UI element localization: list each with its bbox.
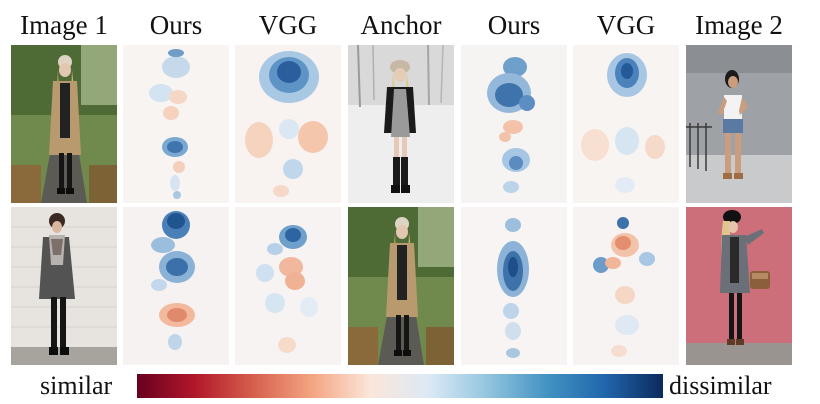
heatmap-ours-row-2 xyxy=(123,207,229,365)
image-2-row-1-photo xyxy=(686,45,792,203)
image-1-row-2-photo xyxy=(11,207,117,365)
heatmap-vgg-row-2 xyxy=(235,207,341,365)
column-title-anchor: Anchor xyxy=(360,10,442,40)
heatmap-ours-anchor-row-2 xyxy=(461,207,567,365)
colorbar xyxy=(137,374,663,398)
anchor-row-1-photo xyxy=(348,45,454,203)
column-title-vgg-2: VGG xyxy=(596,10,656,40)
colorbar-left-label: similar xyxy=(40,371,113,400)
column-title-ours-2: Ours xyxy=(487,10,541,40)
colorbar-right-label: dissimilar xyxy=(669,371,772,400)
heatmap-vgg-anchor-row-2 xyxy=(573,207,679,365)
image-1-row-1-photo xyxy=(11,45,117,203)
heatmap-ours-anchor-row-1 xyxy=(461,45,567,203)
column-title-image-1: Image 1 xyxy=(20,10,108,40)
image-2-row-2-photo xyxy=(686,207,792,365)
heatmap-vgg-anchor-row-1 xyxy=(573,45,679,203)
column-title-image-2: Image 2 xyxy=(695,10,783,40)
heatmap-vgg-row-1 xyxy=(235,45,341,203)
heatmap-ours-row-1 xyxy=(123,45,229,203)
anchor-row-2-photo xyxy=(348,207,454,365)
column-title-vgg-1: VGG xyxy=(258,10,318,40)
column-title-ours-1: Ours xyxy=(149,10,203,40)
